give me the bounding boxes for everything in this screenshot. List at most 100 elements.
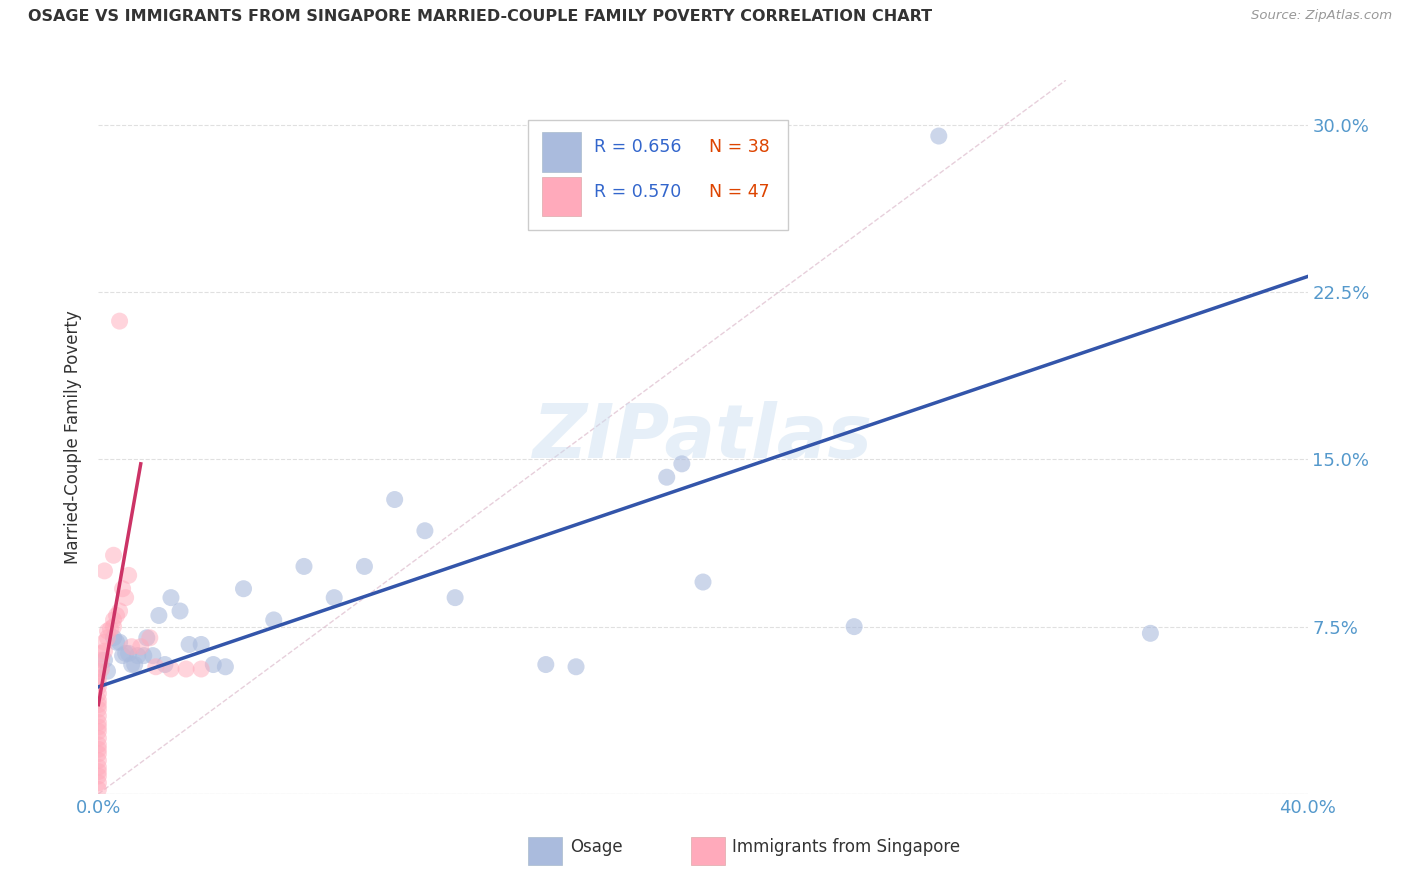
Point <box>671 457 693 471</box>
Text: R = 0.656: R = 0.656 <box>595 138 682 156</box>
Point <box>534 657 557 672</box>
Point <box>87 664 110 679</box>
Point <box>232 582 254 596</box>
Point <box>692 575 714 590</box>
Point <box>124 657 146 672</box>
Point <box>169 604 191 618</box>
Point <box>655 470 678 484</box>
Point <box>108 604 131 618</box>
Point <box>105 635 128 649</box>
Point <box>90 646 112 660</box>
Point <box>160 662 183 676</box>
Point <box>90 653 112 667</box>
Point <box>129 640 152 654</box>
Point <box>87 731 110 746</box>
Point <box>202 657 225 672</box>
Point <box>353 559 375 574</box>
Point <box>103 619 125 633</box>
Point <box>108 635 131 649</box>
Point <box>179 637 201 651</box>
FancyBboxPatch shape <box>527 837 561 865</box>
Point <box>87 753 110 767</box>
Point <box>118 646 141 660</box>
Point <box>87 702 110 716</box>
Point <box>111 648 134 663</box>
Point <box>145 660 167 674</box>
Point <box>132 648 155 663</box>
Point <box>87 715 110 730</box>
FancyBboxPatch shape <box>543 177 581 216</box>
Point <box>96 664 118 679</box>
Point <box>114 646 136 660</box>
Point <box>928 129 950 144</box>
Point <box>87 693 110 707</box>
Point <box>108 314 131 328</box>
Point <box>87 760 110 774</box>
Y-axis label: Married-Couple Family Poverty: Married-Couple Family Poverty <box>65 310 83 564</box>
Text: Immigrants from Singapore: Immigrants from Singapore <box>733 838 960 856</box>
Point <box>87 764 110 779</box>
Point <box>93 564 115 578</box>
FancyBboxPatch shape <box>543 132 581 171</box>
Point <box>148 608 170 623</box>
Text: OSAGE VS IMMIGRANTS FROM SINGAPORE MARRIED-COUPLE FAMILY POVERTY CORRELATION CHA: OSAGE VS IMMIGRANTS FROM SINGAPORE MARRI… <box>28 9 932 24</box>
Point <box>87 782 110 797</box>
Point <box>135 631 157 645</box>
Point <box>103 631 125 645</box>
Point <box>93 635 115 649</box>
Point <box>174 662 197 676</box>
Point <box>121 657 143 672</box>
Point <box>105 608 128 623</box>
Point <box>103 548 125 563</box>
Text: N = 38: N = 38 <box>709 138 770 156</box>
Point <box>111 582 134 596</box>
Point <box>323 591 346 605</box>
Point <box>87 687 110 701</box>
Point <box>87 680 110 694</box>
Point <box>565 660 588 674</box>
Point <box>190 662 212 676</box>
Point <box>96 631 118 645</box>
Point <box>87 738 110 752</box>
Point <box>139 631 162 645</box>
Point <box>1139 626 1161 640</box>
Point <box>87 671 110 685</box>
Point <box>292 559 315 574</box>
Point <box>444 591 467 605</box>
Point <box>153 657 176 672</box>
Point <box>87 720 110 734</box>
Text: ZIPatlas: ZIPatlas <box>533 401 873 474</box>
Point <box>93 644 115 658</box>
Text: Osage: Osage <box>569 838 623 856</box>
Point <box>87 769 110 783</box>
Point <box>93 653 115 667</box>
Point <box>214 660 236 674</box>
Point <box>87 775 110 790</box>
Point <box>96 624 118 639</box>
Point <box>127 648 149 663</box>
Point <box>384 492 406 507</box>
Point <box>160 591 183 605</box>
Point <box>87 742 110 756</box>
Point <box>190 637 212 651</box>
FancyBboxPatch shape <box>690 837 724 865</box>
Point <box>87 747 110 761</box>
Text: R = 0.570: R = 0.570 <box>595 183 682 201</box>
Text: N = 47: N = 47 <box>709 183 769 201</box>
Point <box>844 619 866 633</box>
Point <box>121 640 143 654</box>
FancyBboxPatch shape <box>527 120 787 230</box>
Point <box>100 622 122 636</box>
Text: Source: ZipAtlas.com: Source: ZipAtlas.com <box>1251 9 1392 22</box>
Point <box>118 568 141 582</box>
Point <box>87 698 110 712</box>
Point <box>90 662 112 676</box>
Point <box>114 591 136 605</box>
Point <box>413 524 436 538</box>
Point <box>87 724 110 739</box>
Point <box>103 613 125 627</box>
Point <box>142 648 165 663</box>
Point <box>87 708 110 723</box>
Point <box>87 675 110 690</box>
Point <box>263 613 285 627</box>
